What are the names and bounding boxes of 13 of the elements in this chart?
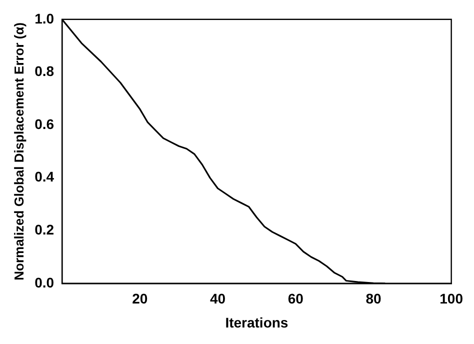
- y-tick-label: 0.2: [34, 221, 54, 238]
- x-tick-label: 60: [288, 290, 304, 307]
- y-tick-label: 0.4: [34, 168, 54, 185]
- x-tick-label: 80: [366, 290, 382, 307]
- x-tick-label: 40: [210, 290, 226, 307]
- x-axis-title: Iterations: [225, 314, 288, 330]
- y-axis-title: Normalized Global Displacement Error (α): [11, 22, 26, 280]
- y-tick-label: 0.0: [34, 274, 54, 290]
- x-tick-label: 20: [132, 290, 148, 307]
- x-tick-label: 100: [440, 290, 464, 307]
- y-tick-label: 1.0: [34, 10, 54, 26]
- y-tick-label: 0.8: [34, 63, 54, 80]
- y-tick-label: 0.6: [34, 116, 54, 132]
